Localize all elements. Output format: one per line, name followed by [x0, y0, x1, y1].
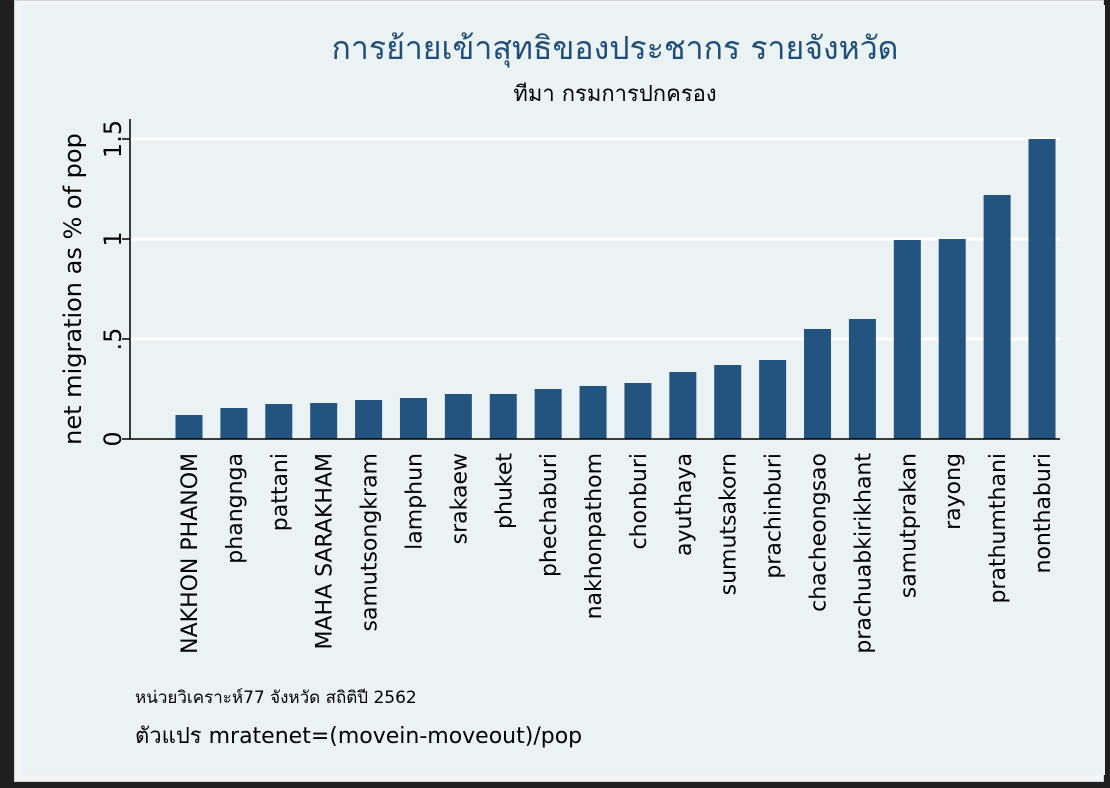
x-tick-label: srakaew	[447, 453, 472, 544]
bar-lamphun	[399, 398, 427, 439]
bar-nakhonpathom	[579, 386, 607, 439]
bar-samutsongkram	[355, 400, 383, 439]
bar-rayong	[938, 239, 966, 439]
note-unit: หน่วยวิเคราะห์77 จังหวัด สถิติปี 2562	[135, 688, 417, 708]
x-tick-label: nakhonpathom	[582, 453, 607, 619]
bar-pattani	[265, 404, 293, 439]
chart-title: การย้ายเข้าสุทธิของประชากร รายจังหวัด	[332, 29, 899, 68]
bar-nakhon-phanom	[175, 415, 203, 439]
bar-nonthaburi	[1028, 139, 1056, 439]
bar-ayuthaya	[669, 372, 697, 439]
bar-phuket	[489, 394, 517, 439]
bar-chacheongsao	[804, 329, 832, 439]
bar-srakaew	[444, 394, 472, 439]
x-tick-label: pattani	[268, 453, 293, 531]
bar-chonburi	[624, 383, 652, 439]
bar-prathumthani	[983, 195, 1011, 439]
y-axis-label: net migration as % of pop	[59, 133, 87, 445]
y-tick-label: 0	[99, 431, 127, 446]
bar-sumutsakorn	[714, 365, 742, 439]
x-tick-label: sumutsakorn	[717, 453, 742, 595]
x-tick-label: prathumthani	[986, 453, 1011, 604]
x-tick-label: nonthaburi	[1031, 453, 1056, 573]
bar-phechaburi	[534, 389, 562, 439]
x-tick-label: NAKHON PHANOM	[178, 453, 203, 654]
x-tick-label: phuket	[492, 453, 517, 529]
note-variable: ตัวแปร mratenet=(movein-moveout)/pop	[135, 724, 582, 749]
chart-background	[21, 5, 1105, 775]
x-tick-label: prachinburi	[762, 453, 787, 579]
bar-phangnga	[220, 408, 248, 439]
x-tick-label: prachuabkirikhant	[851, 453, 876, 654]
chart-subtitle: ทีมา กรมการปกครอง	[513, 82, 716, 107]
x-tick-label: chonburi	[627, 453, 652, 550]
x-tick-label: phechaburi	[537, 453, 562, 577]
x-tick-label: MAHA SARAKHAM	[313, 453, 338, 650]
x-tick-label: samutprakan	[896, 453, 921, 598]
x-tick-label: chacheongsao	[807, 453, 832, 612]
y-tick-label: 1	[99, 231, 127, 246]
x-tick-label: lamphun	[402, 453, 427, 550]
y-tick-label: 1.5	[99, 120, 127, 158]
x-tick-label: samutsongkram	[358, 453, 383, 631]
bar-prachuabkirikhant	[848, 319, 876, 439]
y-tick-label: .5	[99, 328, 127, 351]
bar-chart: การย้ายเข้าสุทธิของประชากร รายจังหวัด ที…	[59, 29, 1060, 749]
chart-frame: การย้ายเข้าสุทธิของประชากร รายจังหวัด ที…	[14, 0, 1105, 782]
x-tick-label: phangnga	[223, 453, 248, 564]
x-tick-label: ayuthaya	[672, 453, 697, 556]
bar-maha-sarakham	[310, 403, 338, 439]
x-tick-label: rayong	[941, 453, 966, 530]
bar-samutprakan	[893, 240, 921, 439]
bar-prachinburi	[759, 360, 787, 439]
